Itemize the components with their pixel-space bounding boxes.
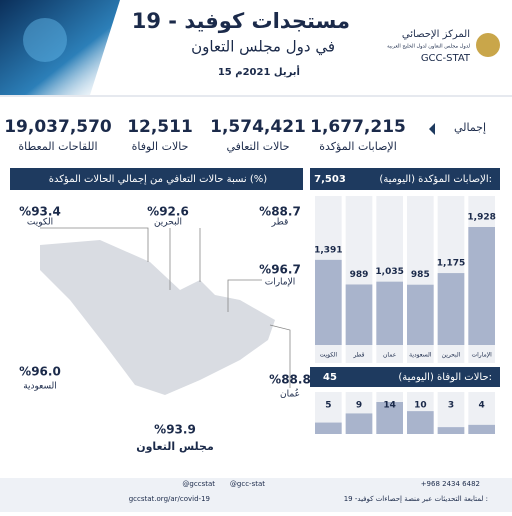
bar: [345, 284, 373, 345]
chart-title: الإصابات المؤكدة (اليومية):: [379, 174, 492, 185]
bar: [437, 427, 465, 434]
logo: [476, 33, 500, 57]
category-label: الكويت: [320, 352, 338, 359]
total-value: 19,037,570: [4, 117, 112, 137]
recovery-country: مجلس التعاون: [136, 440, 214, 453]
bar: [315, 259, 342, 345]
recovery-value: %96.0: [19, 365, 61, 379]
recovery-value: %93.9: [154, 423, 196, 437]
org-subname: لدول مجلس التعاون لدول الخليج العربية: [387, 44, 470, 50]
recovery-title-bar: [10, 168, 303, 190]
bar-background: [437, 392, 465, 434]
value-label: 3: [448, 401, 454, 411]
total-label: اللقاحات المعطاة: [18, 140, 97, 153]
recovery-title: نسبة حالات التعافي من إجمالي الحالات الم…: [49, 174, 268, 185]
value-label: 4: [479, 401, 485, 411]
value-label: 989: [350, 270, 369, 280]
bar: [376, 281, 403, 345]
leader-line: [40, 227, 149, 262]
divider: [0, 95, 512, 97]
recovery-value: %92.6: [147, 205, 189, 219]
category-label: الإمارات: [471, 352, 492, 359]
value-label: 985: [411, 270, 430, 280]
map-shape: [40, 240, 275, 395]
chart-title: حالات الوفاة (اليومية):: [398, 372, 492, 383]
totals-label: إجمالي: [454, 121, 486, 134]
value-label: 1,035: [375, 267, 403, 277]
url[interactable]: gccstat.org/ar/covid-19: [129, 495, 210, 503]
value-label: 10: [414, 401, 427, 411]
value-label: 1,928: [467, 213, 495, 223]
bar: [407, 411, 434, 434]
total-value: 1,677,215: [310, 117, 406, 137]
leader-line: [227, 279, 262, 312]
bar: [345, 413, 373, 434]
chart1-title-bar: [310, 168, 500, 190]
leader-line: [269, 324, 291, 388]
handle-2: @gcc-stat: [230, 480, 265, 488]
category-label: عمان: [383, 352, 396, 359]
title: مستجدات كوفيد - 19: [132, 9, 350, 33]
phone: +968 2434 6482: [421, 480, 480, 488]
total-value: 1,574,421: [210, 117, 306, 137]
recovery-country: عُمان: [280, 389, 300, 400]
bar: [376, 402, 403, 434]
bar: [468, 227, 495, 345]
total-label: حالات الوفاة: [132, 140, 189, 153]
chart-total: 7,503: [314, 174, 346, 185]
footer-bar: [0, 478, 512, 512]
recovery-value: %88.7: [259, 205, 301, 219]
bar: [407, 284, 434, 345]
recovery-country: السعودية: [23, 382, 57, 392]
total-label: حالات التعافي: [226, 140, 289, 153]
totals-marker: [429, 123, 435, 135]
date: 15 أبريل 2021م: [218, 65, 300, 78]
value-label: 1,391: [314, 245, 342, 255]
handle-1: @gccstat: [182, 480, 215, 488]
recovery-country: الإمارات: [265, 278, 296, 288]
category-label: البحرين: [442, 352, 461, 359]
recovery-value: %88.8: [269, 373, 311, 387]
value-label: 1,175: [437, 259, 465, 269]
total-value: 12,511: [127, 117, 193, 137]
category-label: السعودية: [409, 352, 432, 359]
value-label: 14: [383, 401, 396, 411]
leader-lines: [40, 227, 291, 388]
subtitle: في دول مجلس التعاون: [191, 38, 335, 57]
value-label: 9: [356, 401, 362, 411]
org-name: المركز الإحصائي: [402, 29, 470, 40]
virus-graphic: [23, 18, 67, 62]
recovery-value: %93.4: [19, 205, 61, 219]
recovery-value: %96.7: [259, 263, 301, 277]
total-label: الإصابات المؤكدة: [319, 140, 397, 153]
chart2-title-bar: [310, 367, 500, 387]
org-short: GCC-STAT: [421, 53, 471, 64]
value-label: 5: [325, 401, 331, 411]
recovery-country: البحرين: [154, 218, 182, 228]
bar: [468, 424, 495, 434]
category-label: قطر: [352, 352, 364, 359]
bar: [315, 422, 342, 434]
bar: [437, 273, 465, 345]
recovery-country: الكويت: [27, 218, 53, 228]
recovery-country: قطر: [271, 218, 289, 228]
follow-text: لمتابعة التحديثات عبر منصة إحصاءات كوفيد…: [344, 495, 488, 503]
chart-total: 45: [323, 372, 337, 383]
